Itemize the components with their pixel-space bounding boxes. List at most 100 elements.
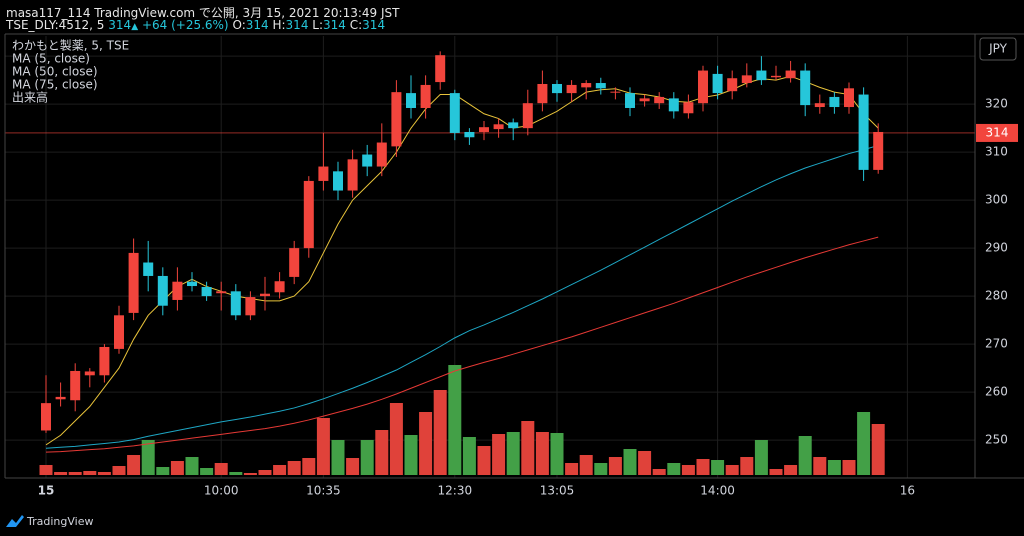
last-price-box xyxy=(976,123,1018,142)
candle-body xyxy=(260,293,270,297)
candle-body xyxy=(829,96,840,108)
x-tick-label: 13:05 xyxy=(540,484,575,498)
candle-body xyxy=(114,315,124,349)
volume-bar xyxy=(97,472,111,475)
volume-bar xyxy=(492,434,506,475)
volume-bar xyxy=(375,430,389,475)
candle-body xyxy=(522,103,533,129)
candle-body xyxy=(537,83,548,104)
candle-body xyxy=(128,252,139,313)
volume-bar xyxy=(506,432,520,475)
candle-body xyxy=(362,154,373,167)
candle-body xyxy=(420,84,431,108)
volume-bar xyxy=(769,469,783,475)
volume-bar xyxy=(346,458,360,475)
volume-bar xyxy=(214,463,228,475)
candle-body xyxy=(70,370,81,401)
volume-bar xyxy=(287,461,301,475)
volume-bar xyxy=(419,412,433,475)
candle-body xyxy=(727,78,738,92)
volume-bar xyxy=(448,365,462,475)
volume-bar xyxy=(681,465,695,475)
ohlc-value: 314 xyxy=(285,18,309,32)
volume-bar xyxy=(550,433,564,475)
candle-body xyxy=(800,70,811,106)
volume-bar xyxy=(156,467,170,475)
x-tick-label: 15 xyxy=(38,484,55,498)
volume-bar xyxy=(185,457,199,475)
legend-volume: 出来高 xyxy=(12,90,48,105)
volume-bar xyxy=(842,460,856,475)
legend-title: わかもと製薬, 5, TSE xyxy=(12,39,129,53)
volume-bar xyxy=(857,412,871,475)
y-tick-label: 280 xyxy=(985,289,1008,303)
volume-bar xyxy=(433,390,447,475)
volume-bar xyxy=(696,459,710,475)
symbol: TSE_DLY:4512, 5 xyxy=(6,18,105,32)
volume-bar xyxy=(243,473,257,475)
candle-body xyxy=(595,83,606,89)
volume-bar xyxy=(273,465,287,475)
candle-body xyxy=(435,55,446,83)
volume-bar xyxy=(827,460,841,475)
ohlc-value: 314 xyxy=(323,18,346,32)
candle-body xyxy=(347,159,358,191)
y-tick-label: 320 xyxy=(985,97,1008,111)
candle-body xyxy=(493,124,504,130)
y-tick-label: 260 xyxy=(985,385,1008,399)
candle-body xyxy=(508,122,519,129)
candle-body xyxy=(55,396,66,400)
candle-body xyxy=(376,142,387,167)
volume-bar xyxy=(170,461,184,475)
volume-bar xyxy=(813,457,827,475)
y-tick-label: 300 xyxy=(985,193,1008,207)
last-price: 314 xyxy=(108,18,132,32)
symbol-line: TSE_DLY:4512, 5 314▲ +64 (+25.6%) O:314 … xyxy=(6,18,385,32)
currency-box xyxy=(979,37,1017,61)
ma-line xyxy=(45,236,879,453)
volume-bar xyxy=(68,472,82,475)
volume-bar xyxy=(331,440,345,475)
volume-bar xyxy=(258,470,272,475)
candle-body xyxy=(785,70,796,79)
candle-body xyxy=(41,403,51,431)
legend-entry: MA (75, close) xyxy=(12,78,98,92)
volume-bar xyxy=(740,457,754,475)
candle-body xyxy=(552,83,562,94)
volume-bar xyxy=(302,458,316,475)
volume-bar xyxy=(623,449,637,475)
volume-bar xyxy=(127,455,141,475)
change: +64 (+25.6%) xyxy=(141,18,229,32)
volume-bar xyxy=(389,403,403,475)
candle-body xyxy=(303,180,314,249)
ma-line xyxy=(45,144,879,449)
volume-bar xyxy=(784,465,798,475)
candle-body xyxy=(230,291,241,316)
volume-bar xyxy=(462,437,476,475)
candle-body xyxy=(698,70,708,104)
volume-bar xyxy=(521,421,535,475)
y-tick-label: 270 xyxy=(985,337,1008,351)
candle-body xyxy=(581,83,592,88)
last-price-label: 314 xyxy=(986,125,1009,139)
volume-bar xyxy=(112,466,126,475)
x-tick-label: 10:35 xyxy=(306,484,341,498)
candle-body xyxy=(814,103,825,108)
volume-bar xyxy=(316,418,330,475)
volume-bar xyxy=(725,465,739,475)
candle-body xyxy=(858,94,869,170)
volume-bar xyxy=(535,432,549,475)
candle-body xyxy=(274,281,285,293)
footer-brand: TradingView xyxy=(26,515,93,528)
legend-entry: MA (5, close) xyxy=(12,52,90,66)
candle-body xyxy=(289,248,300,277)
volume-bar xyxy=(477,446,491,475)
candle-body xyxy=(844,88,854,108)
candle-body xyxy=(756,70,767,81)
candle-body xyxy=(668,98,679,112)
candle-body xyxy=(84,371,95,376)
volume-bar xyxy=(229,472,243,475)
volume-bar xyxy=(594,463,608,475)
candle-body xyxy=(610,91,621,93)
